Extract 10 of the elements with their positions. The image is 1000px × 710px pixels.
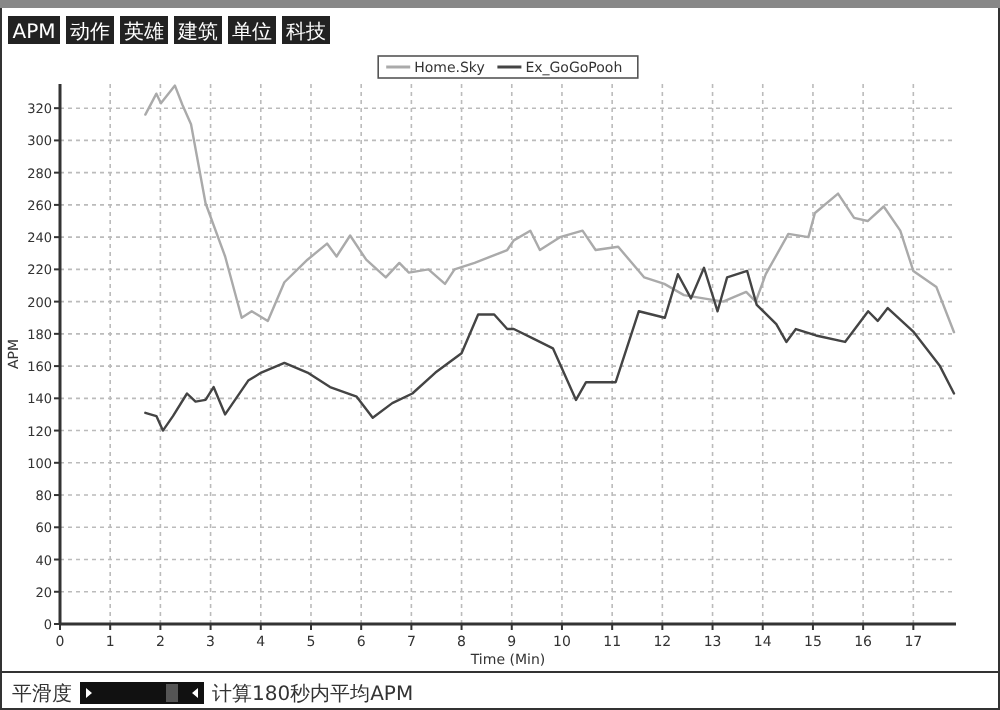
line-series	[144, 266, 956, 432]
line-series	[144, 84, 956, 334]
text: 平滑度	[12, 682, 72, 706]
text: 动作	[70, 22, 110, 44]
text: 建筑	[176, 20, 218, 44]
text: 计算180秒内平均APM	[212, 682, 414, 706]
text: 单位	[232, 20, 272, 44]
text: 科技	[286, 20, 326, 44]
text: APM	[12, 22, 56, 44]
text: 英雄	[124, 20, 164, 44]
